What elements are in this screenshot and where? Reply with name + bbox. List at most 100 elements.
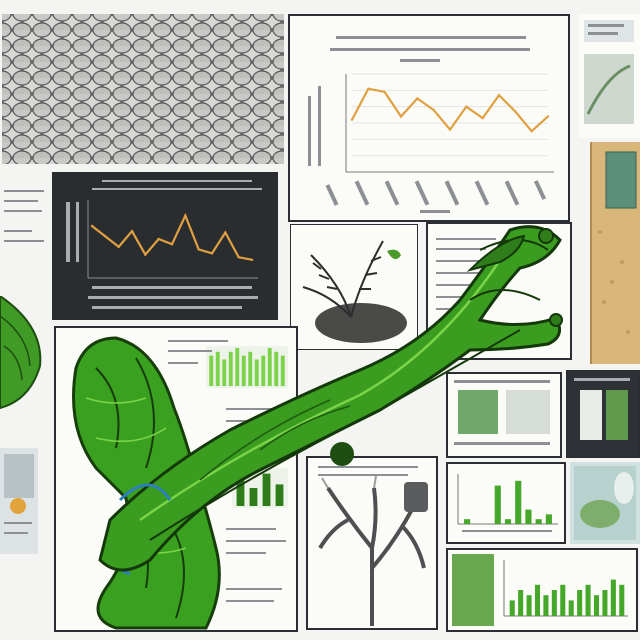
bar: [464, 519, 471, 524]
leaf-icon: [549, 313, 563, 327]
bar: [248, 351, 253, 386]
scale-texture: [2, 14, 284, 164]
bar: [543, 595, 549, 616]
data-point: [416, 97, 419, 100]
data-point: [184, 214, 187, 217]
line-chart-card-top: [288, 14, 570, 222]
bar: [525, 509, 532, 524]
data-point: [481, 116, 484, 120]
chart-series: [509, 579, 625, 616]
text-lines: [4, 190, 44, 242]
bar: [254, 359, 259, 386]
bar: [235, 348, 240, 386]
fern-art: [302, 240, 407, 343]
data-point: [546, 115, 550, 118]
bar: [619, 584, 625, 616]
data-point: [117, 245, 120, 248]
chart-series: [90, 212, 254, 261]
doc-card-right-a: [566, 370, 640, 458]
cork-board: [590, 142, 640, 364]
bar: [593, 595, 600, 616]
bar: [577, 590, 583, 616]
data-point: [90, 224, 94, 228]
doc-card-art: [584, 20, 634, 124]
small-photo-left: [0, 448, 38, 554]
data-point: [224, 231, 227, 234]
vine-body: [98, 225, 562, 572]
chart-title-scribble: [92, 180, 262, 190]
green-leaf-fragment-left: [0, 296, 44, 412]
leaf-icon: [387, 249, 401, 260]
bar: [610, 579, 616, 616]
data-point: [144, 253, 147, 256]
cork-board-art: [598, 151, 637, 334]
x-tick-label-scribbles: [325, 180, 547, 213]
stone-icon: [315, 303, 407, 343]
data-point: [367, 87, 370, 90]
data-point: [250, 258, 254, 261]
bar: [241, 355, 246, 386]
bar-chart-inset-a: [206, 346, 288, 508]
line-chart-card-dark: [52, 172, 278, 320]
fern-illustration-card: [290, 224, 418, 350]
doc-card-top-right: [578, 14, 640, 138]
bar: [236, 477, 245, 506]
doc-card-right-art: [574, 378, 630, 440]
photo-art: [4, 454, 34, 534]
data-point: [157, 237, 160, 241]
bar: [504, 519, 512, 524]
scale-texture-photo: [2, 14, 284, 164]
data-point: [399, 115, 403, 118]
bar: [267, 348, 272, 386]
y-axis-label-scribble: [66, 202, 79, 262]
line-chart-top: [308, 36, 554, 213]
y-axis-label-scribble: [308, 86, 321, 166]
leaf-icon: [538, 228, 554, 244]
bar: [262, 473, 271, 506]
data-point: [237, 256, 240, 259]
photo-card-right: [570, 462, 640, 544]
line-chart-dark: [66, 180, 262, 309]
text-snippet-left: [0, 186, 48, 276]
chart-series: [464, 480, 552, 524]
bar: [535, 519, 542, 524]
flower-icon: [10, 498, 26, 514]
data-point: [497, 94, 501, 97]
data-point: [383, 90, 386, 94]
card-b-art: [454, 380, 550, 445]
bar: [494, 485, 501, 524]
bar: [534, 584, 541, 616]
bar-chart-d: [452, 554, 628, 626]
data-point: [465, 105, 468, 108]
bar: [215, 351, 220, 386]
data-point: [104, 235, 107, 238]
data-point: [197, 248, 200, 251]
data-point: [350, 118, 354, 121]
chart-title-scribble: [330, 36, 530, 62]
bar-chart-card-c: [446, 462, 566, 544]
bar: [602, 590, 608, 616]
data-point: [432, 108, 435, 112]
data-point: [130, 230, 134, 233]
chart-series: [350, 87, 550, 133]
bar: [249, 488, 258, 506]
bar: [228, 351, 233, 386]
branch-icon: [318, 466, 428, 626]
vine-branch-top: [466, 228, 563, 327]
bar: [515, 480, 522, 524]
bar-chart-card-d: [446, 548, 638, 632]
fern-icon: [302, 240, 384, 318]
data-point: [514, 110, 517, 113]
bar: [560, 584, 566, 616]
bar: [209, 355, 214, 386]
data-point: [210, 252, 214, 255]
branch-illustration-card: [306, 456, 438, 630]
data-point: [170, 243, 174, 246]
bar-chart-card-b: [446, 372, 562, 458]
bar: [274, 351, 279, 386]
bar: [518, 590, 524, 616]
bar: [568, 600, 574, 616]
bar: [222, 359, 227, 386]
leaf-icon: [0, 296, 42, 410]
